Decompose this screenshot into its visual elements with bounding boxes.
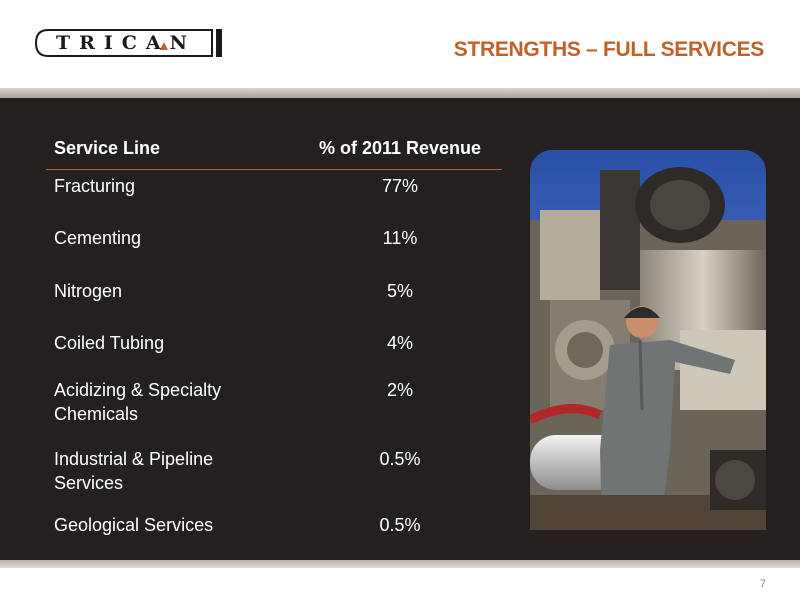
service-cell: Geological Services — [54, 515, 214, 535]
service-cell: Acidizing & Specialty Chemicals — [54, 380, 222, 424]
trican-logo: TRICAN — [34, 28, 224, 58]
slide-header: TRICAN STRENGTHS – FULL SERVICES — [0, 0, 800, 88]
slide-title: STRENGTHS – FULL SERVICES — [453, 38, 765, 61]
revenue-table: Service Line % of 2011 Revenue Fracturin… — [46, 138, 502, 535]
top-divider-band — [0, 88, 800, 98]
revenue-cell: 0.5% — [379, 449, 421, 469]
service-cell: Cementing — [54, 228, 142, 248]
service-cell: Industrial & Pipeline Services — [54, 449, 214, 493]
logo-frame-icon — [34, 29, 222, 57]
revenue-cell: 5% — [386, 281, 413, 301]
photo-illustration-icon — [530, 150, 766, 530]
logo-text: TRICAN — [55, 32, 197, 54]
revenue-cell: 4% — [386, 333, 413, 353]
table-row: Acidizing & Specialty Chemicals 2% — [46, 378, 502, 426]
table-row: Fracturing 77% — [46, 174, 502, 198]
page-number: 7 — [759, 578, 766, 590]
table-row: Coiled Tubing 4% — [46, 331, 502, 355]
bottom-divider-band — [0, 560, 800, 568]
revenue-cell: 0.5% — [379, 515, 421, 535]
table-row: Nitrogen 5% — [46, 279, 502, 303]
revenue-cell: 77% — [381, 176, 419, 196]
table-row: Industrial & Pipeline Services 0.5% — [46, 447, 502, 495]
table-header-row: Service Line % of 2011 Revenue — [46, 138, 502, 170]
table-row: Geological Services 0.5% — [46, 513, 502, 537]
revenue-cell: 11% — [382, 228, 418, 248]
service-cell: Coiled Tubing — [54, 333, 165, 353]
header-revenue: % of 2011 Revenue — [318, 138, 482, 158]
revenue-cell: 2% — [386, 380, 413, 400]
service-cell: Nitrogen — [54, 281, 123, 301]
worker-equipment-photo — [530, 150, 766, 530]
table-row: Cementing 11% — [46, 226, 502, 250]
header-service-line: Service Line — [54, 138, 161, 158]
service-cell: Fracturing — [54, 176, 136, 196]
